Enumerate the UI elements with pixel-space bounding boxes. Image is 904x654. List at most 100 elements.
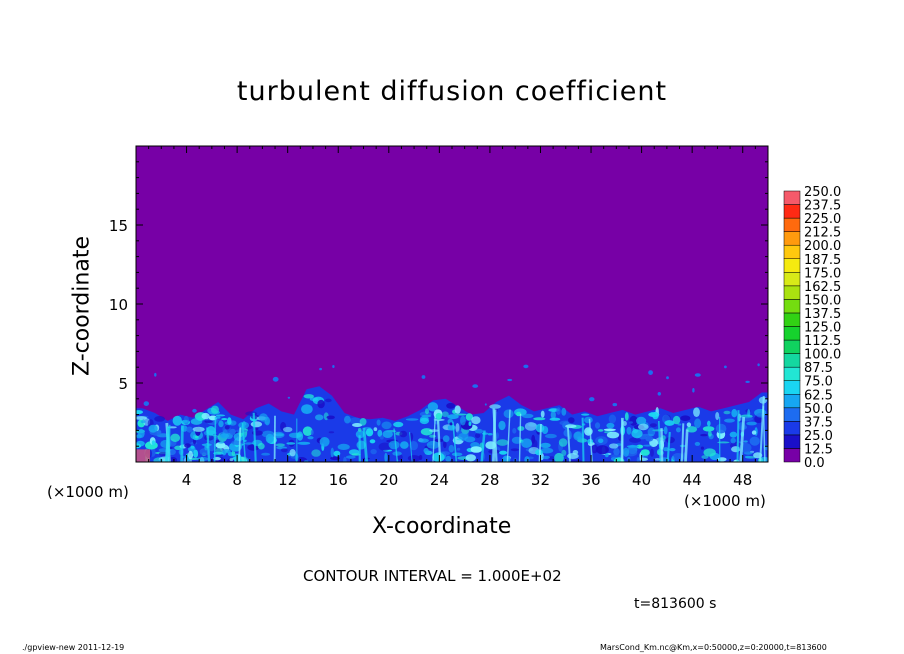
turbulence-streak (433, 418, 445, 421)
turbulence-streak (663, 426, 668, 435)
turbulence-streak (301, 404, 313, 414)
turbulence-streak (400, 441, 409, 449)
turbulence-streak (446, 402, 456, 409)
plume-streak (452, 421, 458, 462)
turbulence-streak (495, 432, 499, 439)
turbulence-streak (694, 418, 702, 429)
turbulence-streak (243, 442, 254, 445)
turbulence-streak (626, 445, 640, 448)
turbulence-blob (484, 403, 487, 406)
plume-streak (362, 427, 369, 462)
turbulence-streak (474, 428, 484, 434)
turbulence-streak (359, 418, 367, 426)
turbulence-streak (654, 458, 661, 461)
turbulence-streak (640, 449, 650, 456)
x-tick-label: 16 (329, 471, 348, 489)
colorbar-swatch (783, 434, 801, 449)
plume-streak (241, 422, 247, 462)
turbulence-streak (606, 422, 615, 429)
turbulence-streak (204, 420, 213, 423)
turbulence-streak (419, 417, 430, 425)
turbulence-streak (729, 431, 738, 438)
turbulence-streak (746, 421, 757, 426)
plume-streak (180, 425, 184, 462)
turbulence-streak (458, 432, 469, 440)
colorbar-swatch (783, 448, 801, 463)
turbulence-streak (343, 456, 347, 462)
turbulence-streak (365, 428, 374, 437)
turbulence-blob (332, 365, 335, 368)
turbulence-blob (694, 373, 701, 377)
contour-interval-text: CONTOUR INTERVAL = 1.000E+02 (303, 567, 562, 585)
x-tick-label: 32 (531, 471, 550, 489)
turbulence-streak (590, 444, 599, 454)
turbulence-streak (608, 414, 617, 424)
turbulence-streak (680, 415, 691, 422)
turbulence-streak (550, 410, 556, 420)
colorbar-swatch (783, 366, 801, 381)
turbulence-streak (409, 441, 418, 451)
colorbar-label: 25.0 (804, 429, 833, 444)
turbulence-blob (154, 372, 157, 377)
turbulence-streak (388, 440, 400, 450)
turbulence-streak (310, 429, 314, 436)
time-label: t=813600 s (634, 596, 717, 612)
turbulence-streak (407, 455, 421, 462)
x-tick-label: 48 (733, 471, 752, 489)
turbulence-streak (286, 442, 296, 445)
turbulence-streak (694, 441, 701, 446)
turbulence-streak (533, 417, 546, 421)
turbulence-streak (215, 447, 223, 454)
turbulence-streak (378, 442, 391, 451)
x-tick-label: 40 (632, 471, 651, 489)
turbulence-streak (664, 420, 675, 426)
turbulence-streak (315, 414, 324, 421)
colorbar-label: 137.5 (804, 307, 841, 322)
turbulence-streak (445, 455, 452, 462)
colorbar-label: 150.0 (804, 293, 841, 308)
turbulence-streak (700, 446, 705, 450)
turbulence-blob (724, 365, 727, 369)
colorbar-label: 100.0 (804, 348, 841, 363)
turbulence-streak (686, 426, 698, 433)
turbulence-streak (454, 413, 467, 416)
colorbar-label: 75.0 (804, 375, 833, 390)
x-tick-label: 36 (581, 471, 600, 489)
turbulence-streak (261, 452, 271, 456)
turbulence-streak (192, 426, 205, 432)
plume-streak (588, 418, 593, 462)
plume-streak (684, 429, 689, 462)
turbulence-streak (584, 427, 593, 436)
turbulence-streak (197, 456, 209, 461)
plume-streak (238, 427, 242, 462)
turbulence-blob (472, 384, 479, 388)
turbulence-streak (626, 426, 632, 435)
turbulence-streak (554, 452, 564, 462)
turbulence-streak (190, 418, 203, 425)
turbulence-streak (663, 447, 669, 452)
turbulence-streak (568, 417, 575, 424)
turbulence-streak (420, 428, 433, 436)
turbulence-streak (137, 428, 145, 438)
turbulence-streak (427, 402, 439, 412)
turbulence-streak (707, 420, 711, 427)
turbulence-streak (460, 415, 466, 426)
turbulence-blob (272, 376, 279, 382)
colorbar-swatch (783, 380, 801, 395)
turbulence-streak (693, 407, 700, 418)
turbulence-streak (584, 416, 593, 424)
turbulence-streak (703, 448, 716, 457)
colorbar: 0.012.525.037.550.062.575.087.5100.0112.… (783, 185, 841, 471)
turbulence-blob (657, 392, 661, 396)
turbulence-streak (558, 438, 568, 447)
turbulence-streak (421, 414, 432, 418)
turbulence-streak (521, 413, 534, 419)
x-tick-label: 8 (232, 471, 242, 489)
plume-streak (566, 426, 571, 462)
turbulence-streak (581, 413, 590, 416)
y-tick-label: 5 (118, 375, 128, 393)
turbulence-streak (498, 420, 506, 431)
turbulence-streak (717, 457, 727, 462)
turbulent-layer (136, 363, 768, 462)
turbulence-streak (669, 448, 676, 452)
